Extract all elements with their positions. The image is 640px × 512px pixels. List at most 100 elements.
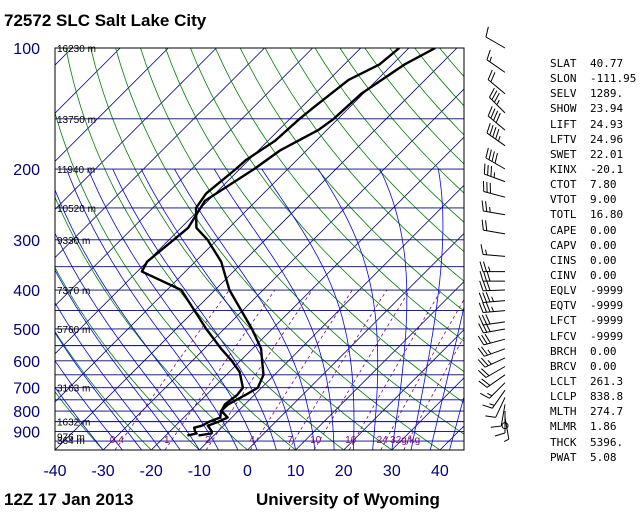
isotherm [391,377,464,450]
barb-half-flag [493,172,495,178]
isotherm [55,48,265,259]
barb-flag [485,26,489,38]
barb-flag [495,112,501,123]
barb-staff [495,397,506,418]
barb-staff [489,96,506,114]
barb-flag [480,346,489,356]
barb-flag [483,270,487,282]
barb-half-flag [497,135,501,142]
pressure-tick-label: 800 [13,404,40,421]
isotherm [55,48,410,403]
moist-adiabat [429,304,464,450]
barb-flag [493,92,500,103]
index-row: SWET 22.01 [550,147,636,162]
temperature-tick-label: -20 [140,463,163,480]
barb-flag [485,147,489,159]
barb-half-flag [488,266,491,272]
index-name: LCLP [550,390,577,404]
index-name: SWET [550,147,577,161]
barb-flag [478,292,484,303]
barb-half-flag [491,306,495,312]
barb-flag [483,261,487,272]
isotherm [55,48,313,307]
index-value: 40.77 [590,57,624,70]
index-row: PWAT 5.08 [550,450,636,465]
barb-staff [486,59,506,73]
height-label: 13750 m [57,115,96,126]
index-row: VTOT 9.00 [550,192,636,207]
mixing-ratio-line [403,335,464,450]
mixing-ratio-label: 7 [287,435,293,446]
barb-flag [477,359,486,368]
temperature-tick-label: -30 [92,463,115,480]
barb-flag [478,369,487,378]
temperature-tick-label: 40 [431,463,449,480]
index-name: CTOT [550,178,577,192]
barb-half-flag [503,438,510,442]
index-row: LFCV -9999 [550,329,636,344]
barb-staff [483,300,506,304]
barb-flag [481,219,484,231]
temperature-tick-label: 30 [383,463,401,480]
wind-barb [485,26,506,49]
barb-flag [486,181,488,193]
barb-staff [486,374,506,388]
barb-half-flag [496,99,500,106]
stability-indices: SLAT 40.77 SLON -111.95 SELV 1289. SHOW 23.94 LI… [550,56,636,465]
index-value: -9999 [590,314,624,328]
barb-flag [481,368,490,377]
index-row: SELV 1289. [550,86,636,101]
barb-staff [485,157,506,170]
barb-flag [494,152,498,164]
barb-flag [479,270,484,282]
barb-flag [482,292,488,303]
index-row: EQLV -9999 [550,283,636,298]
calm-wind-marker [501,422,509,430]
barb-flag [485,302,491,313]
pressure-tick-label: 700 [13,381,40,398]
isotherm [199,184,464,450]
barb-staff [486,132,506,147]
index-value: 0.00 [590,268,617,282]
index-row: SLAT 40.77 [550,56,636,71]
wind-barb [486,49,506,73]
barb-half-flag [489,56,492,62]
pressure-tick-label: 100 [13,41,40,58]
barb-half-flag [485,249,488,255]
index-value: -9999 [590,299,624,313]
index-name: CINV [550,268,577,282]
index-row: SLON -111.95 [550,71,636,86]
pressure-tick-label: 300 [13,233,40,250]
index-value: 24.93 [590,117,624,131]
height-label: 1632 m [57,418,90,429]
isotherm [55,48,458,450]
pressure-tick-label: 400 [13,283,40,300]
barb-flag [481,200,484,212]
wind-barb [487,106,506,131]
barb-flag [485,415,496,418]
wind-barb [477,333,506,346]
index-name: BRCV [550,359,577,373]
barb-flag [480,244,484,255]
index-value: 838.8 [590,390,624,404]
height-label: 16230 m [57,44,96,55]
index-name: CAPE [550,223,577,237]
background-lines [55,48,464,450]
pressure-tick-label: 600 [13,354,40,371]
barb-flag [489,182,492,194]
height-label: 10520 m [57,204,96,215]
mixing-ratio-label: 32g/kg [390,435,420,446]
index-name: EQTV [550,299,577,313]
barb-flag [493,110,499,121]
mixing-ratio-line [250,289,353,450]
height-label: 976 m [57,432,85,443]
barb-flag [483,163,486,175]
index-value: 22.01 [590,147,624,161]
index-name: SLAT [550,57,577,70]
isotherm [55,48,362,355]
wind-barb [485,147,506,170]
index-value: -20.1 [590,162,624,176]
wind-barb [478,322,506,334]
barb-half-flag [491,296,495,302]
